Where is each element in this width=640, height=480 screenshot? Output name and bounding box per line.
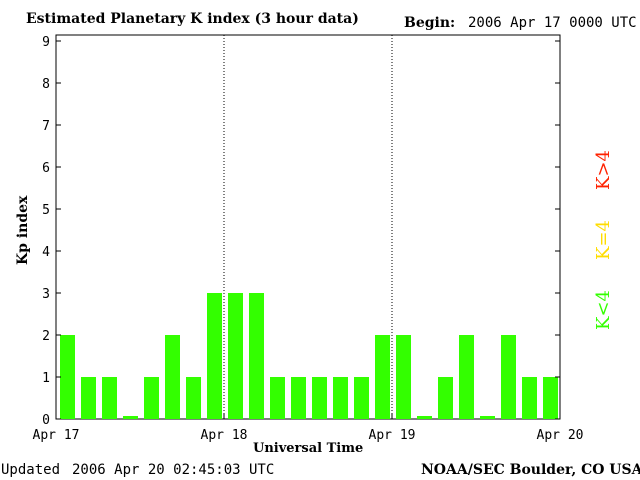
day-separators (223, 35, 393, 419)
y-axis-label: Kp index (15, 195, 31, 265)
x-tick-label: Apr 18 (201, 428, 248, 443)
kp-bar (228, 293, 243, 419)
kp-bar (480, 416, 495, 419)
bar-series (60, 293, 558, 419)
y-axis-ticks: 0 1 2 3 4 5 6 7 8 9 (42, 35, 560, 428)
kp-bar (102, 377, 117, 419)
legend-entry: K>4 (593, 150, 614, 190)
kp-bar (438, 377, 453, 419)
kp-bar (312, 377, 327, 419)
y-tick-label: 8 (42, 77, 50, 92)
legend: K<4 K=4 K>4 (593, 150, 614, 330)
y-tick-label: 2 (42, 329, 50, 344)
kp-bar (417, 416, 432, 419)
begin-value: 2006 Apr 17 0000 UTC (468, 15, 637, 31)
y-tick-label: 0 (42, 413, 50, 428)
kp-bar (459, 335, 474, 419)
legend-entry: K=4 (593, 220, 614, 260)
y-tick-label: 9 (42, 35, 50, 50)
kp-bar (165, 335, 180, 419)
kp-bar (291, 377, 306, 419)
x-tick-label: Apr 20 (537, 428, 584, 443)
kp-bar (375, 335, 390, 419)
x-axis-ticks: Apr 17 Apr 18 Apr 19 Apr 20 (33, 413, 584, 443)
plot-area: 0 1 2 3 4 5 6 7 8 9 Apr 17 Apr 18 Apr 19 Apr 20 (33, 34, 584, 443)
legend-entry: K<4 (593, 290, 614, 330)
kp-bar (333, 377, 348, 419)
kp-bar (270, 377, 285, 419)
x-axis-label: Universal Time (253, 441, 363, 456)
updated-value: 2006 Apr 20 02:45:03 UTC (72, 462, 274, 478)
kp-bar (543, 377, 558, 419)
y-tick-label: 1 (42, 371, 50, 386)
y-tick-label: 7 (42, 119, 50, 134)
begin-label: Begin: (404, 15, 455, 31)
chart-title: Estimated Planetary K index (3 hour data… (26, 11, 359, 27)
kp-bar (207, 293, 222, 419)
kp-bar (354, 377, 369, 419)
kp-bar (144, 377, 159, 419)
y-tick-label: 3 (42, 287, 50, 302)
x-tick-label: Apr 19 (369, 428, 416, 443)
kp-bar (186, 377, 201, 419)
x-tick-label: Apr 17 (33, 428, 80, 443)
y-tick-label: 6 (42, 161, 50, 176)
kp-bar (522, 377, 537, 419)
kp-bar (501, 335, 516, 419)
kp-bar (396, 335, 411, 419)
y-tick-label: 4 (42, 245, 50, 260)
y-tick-label: 5 (42, 203, 50, 218)
kp-bar (81, 377, 96, 419)
plot-frame (55, 34, 561, 420)
source-credit: NOAA/SEC Boulder, CO USA (421, 462, 640, 478)
kp-bar (123, 416, 138, 419)
kp-bar (60, 335, 75, 419)
kp-bar (249, 293, 264, 419)
updated-label: Updated (1, 462, 60, 478)
